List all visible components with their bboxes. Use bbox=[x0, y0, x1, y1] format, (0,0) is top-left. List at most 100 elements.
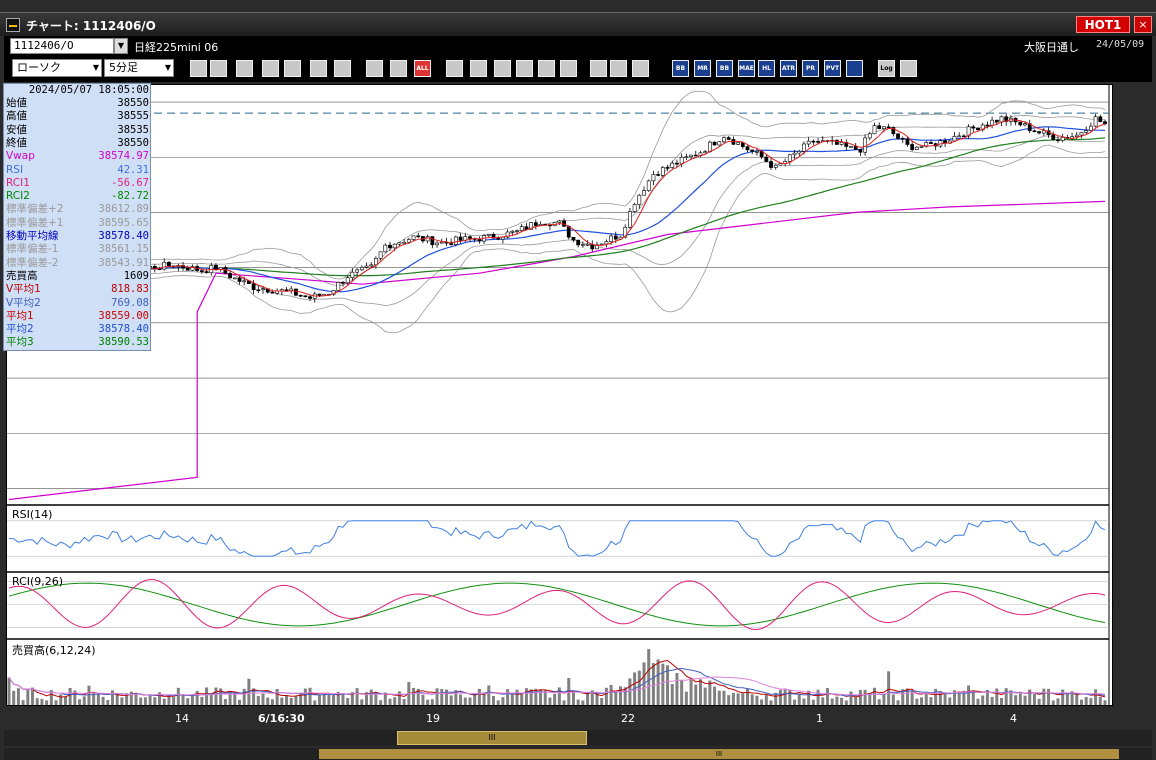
rsi-title: RSI(14) bbox=[12, 508, 52, 521]
volume-bar bbox=[106, 699, 110, 705]
chart-type-select[interactable]: ローソク ▼ bbox=[12, 59, 102, 77]
x-tick-label: 4 bbox=[1010, 712, 1017, 725]
volume-bar bbox=[412, 687, 416, 705]
volume-bar bbox=[209, 694, 213, 705]
hl-tool-icon[interactable]: HL bbox=[758, 60, 775, 77]
candle-body bbox=[905, 138, 910, 145]
hot-button[interactable]: HOT1 bbox=[1076, 16, 1130, 33]
ruler-tool-icon[interactable] bbox=[284, 60, 301, 77]
bb-tool-icon[interactable]: BB bbox=[672, 60, 689, 77]
log-tool-icon[interactable]: Log bbox=[878, 60, 895, 77]
pr-tool-icon[interactable]: PR RA bbox=[802, 60, 819, 77]
volume-bar bbox=[275, 688, 279, 705]
volume-bar bbox=[501, 697, 505, 705]
volume-bar bbox=[604, 687, 608, 705]
rci1-line bbox=[8, 578, 1106, 631]
box-tool-icon[interactable] bbox=[846, 60, 863, 77]
candle-body bbox=[1051, 134, 1056, 141]
volume-bar bbox=[12, 690, 16, 705]
candle2-tool-icon[interactable] bbox=[390, 60, 407, 77]
cursor-tool-icon[interactable] bbox=[210, 60, 227, 77]
volume-bar bbox=[393, 697, 397, 705]
volume-bar bbox=[440, 688, 444, 705]
volume-bar bbox=[205, 687, 209, 705]
tool-tool-icon[interactable] bbox=[610, 60, 627, 77]
volume-bar bbox=[336, 691, 340, 705]
volume-bar bbox=[680, 679, 684, 705]
info-row: V平均2 769.08 bbox=[4, 297, 152, 310]
volume-bar bbox=[637, 670, 641, 705]
candle-body bbox=[816, 141, 820, 143]
volume-tick-label: 3000 bbox=[1113, 657, 1114, 668]
volume-bar bbox=[379, 700, 383, 705]
color-tool-icon[interactable] bbox=[632, 60, 649, 77]
horizontal-scrollbar[interactable]: III bbox=[4, 730, 1152, 746]
candle1-tool-icon[interactable] bbox=[366, 60, 383, 77]
trash-tool-icon[interactable] bbox=[560, 60, 577, 77]
volume-bar bbox=[21, 700, 25, 705]
close-icon[interactable]: × bbox=[1134, 16, 1152, 33]
symbol-dropdown-icon[interactable]: ▼ bbox=[114, 38, 128, 54]
mae-tool-icon[interactable]: MAE bbox=[738, 60, 755, 77]
bb2-tool-icon[interactable]: BB bbox=[716, 60, 733, 77]
scale-tool-icon[interactable] bbox=[262, 60, 279, 77]
arrow-tool-icon[interactable] bbox=[494, 60, 511, 77]
volume-bar bbox=[1018, 693, 1022, 705]
volume-bar bbox=[45, 700, 49, 705]
info-row: 標準偏差-2 38543.91 bbox=[4, 257, 152, 270]
overview-scrollbar[interactable]: III bbox=[4, 748, 1152, 760]
candle-body bbox=[486, 233, 491, 236]
volume-bar bbox=[223, 699, 227, 705]
line1-tool-icon[interactable] bbox=[334, 60, 351, 77]
volume-bar bbox=[736, 693, 740, 705]
volume-bar bbox=[143, 697, 147, 705]
trend-tool-icon[interactable] bbox=[470, 60, 487, 77]
candle-body bbox=[646, 180, 651, 191]
candle-body bbox=[199, 270, 204, 272]
info-key: RSI bbox=[6, 163, 24, 176]
scroll-thumb[interactable]: III bbox=[397, 731, 587, 745]
volume-bar bbox=[731, 692, 735, 705]
candle-body bbox=[533, 222, 538, 226]
wave-tool-icon[interactable] bbox=[516, 60, 533, 77]
info-value: 38543.91 bbox=[98, 256, 149, 269]
volume-bar bbox=[760, 699, 764, 705]
info-row: RCI2 -82.72 bbox=[4, 190, 152, 203]
mr-tool-icon[interactable]: MR bbox=[694, 60, 711, 77]
pen-tool-icon[interactable] bbox=[446, 60, 463, 77]
symbol-input[interactable]: 1112406/O bbox=[10, 38, 114, 54]
candle-body bbox=[515, 230, 519, 232]
volume-bar bbox=[769, 700, 773, 705]
chart-area[interactable]: 3890038800387003860038500384003830038200… bbox=[6, 84, 1149, 712]
volume-bar bbox=[402, 699, 406, 705]
memo-tool-icon[interactable] bbox=[538, 60, 555, 77]
volume-bar bbox=[444, 689, 448, 705]
bollinger-band-line bbox=[8, 135, 1106, 307]
zoom-tool-icon[interactable] bbox=[190, 60, 207, 77]
atr-tool-icon[interactable]: ATR bbox=[780, 60, 797, 77]
pvt-tool-icon[interactable]: PVT bbox=[824, 60, 841, 77]
volume-bar bbox=[1037, 698, 1041, 705]
chart-canvas[interactable]: 3890038800387003860038500384003830038200… bbox=[7, 85, 1149, 712]
volume-bar bbox=[698, 679, 702, 705]
period-select[interactable]: 5分足 ▼ bbox=[104, 59, 174, 77]
volume-bar bbox=[26, 689, 30, 705]
candle-body bbox=[298, 294, 303, 297]
volume-bar bbox=[172, 696, 176, 705]
fib-tool-icon[interactable] bbox=[590, 60, 607, 77]
volume-bar bbox=[1028, 689, 1032, 705]
candle-body bbox=[1041, 130, 1046, 134]
exit-tool-icon[interactable] bbox=[900, 60, 917, 77]
overview-thumb[interactable]: III bbox=[319, 749, 1119, 759]
candle-body bbox=[204, 271, 209, 274]
all-tool-icon[interactable]: ALL bbox=[414, 60, 431, 77]
volume-bar bbox=[1098, 696, 1102, 705]
volume-bar bbox=[797, 694, 801, 705]
high-tool-icon[interactable] bbox=[310, 60, 327, 77]
volume-bar bbox=[374, 692, 378, 705]
info-date: 2024/05/07 18:05:00 bbox=[28, 84, 149, 96]
volume-bar bbox=[54, 700, 58, 705]
down-tool-icon[interactable] bbox=[236, 60, 253, 77]
volume-bar bbox=[195, 690, 199, 705]
volume-bar bbox=[802, 698, 806, 705]
